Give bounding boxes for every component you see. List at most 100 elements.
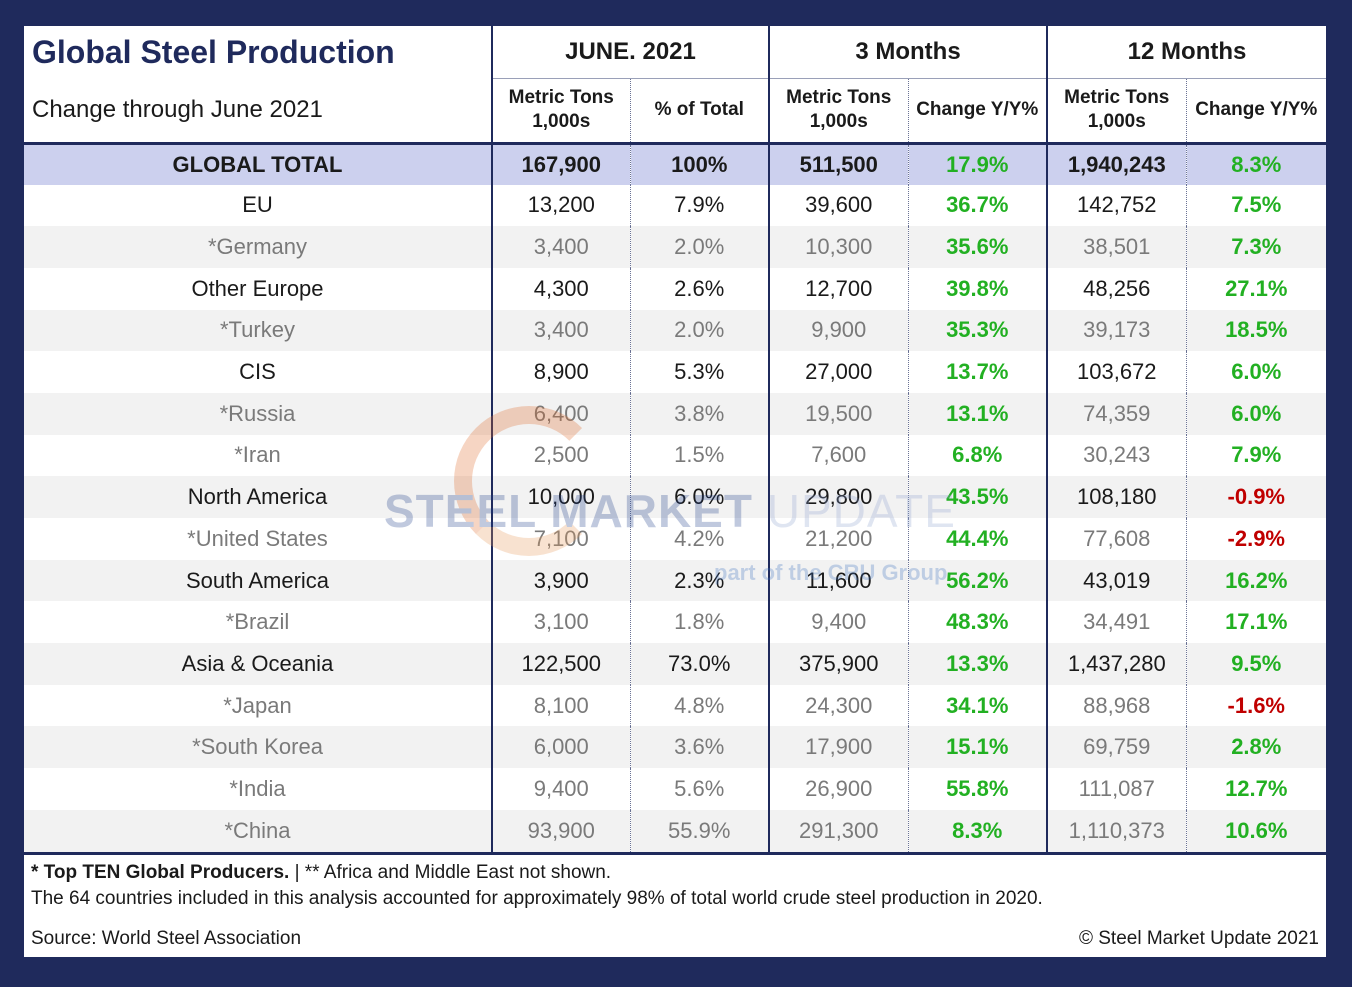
cell-3m-change: 35.6% bbox=[907, 226, 1048, 268]
cell-june-pct: 2.6% bbox=[629, 267, 769, 310]
cell-june-tons: 6,000 bbox=[491, 726, 630, 769]
cell-june-tons: 3,400 bbox=[491, 226, 630, 268]
cell-12m-change: 9.5% bbox=[1185, 643, 1327, 685]
col-header-june-pct: % of Total bbox=[629, 78, 769, 145]
cell-june-pct: 3.6% bbox=[629, 726, 769, 769]
cell-region-name: CIS bbox=[239, 359, 276, 385]
cell-region-name: *Iran bbox=[234, 442, 281, 468]
cell-region-name: *Russia bbox=[24, 392, 492, 435]
cell-june-pct: 4.8% bbox=[629, 684, 769, 727]
cell-3m-change: 55.8% bbox=[907, 768, 1048, 810]
cell-june-pct: 55.9% bbox=[629, 809, 769, 855]
cell-region-name: *Japan bbox=[223, 692, 292, 718]
cell-3m-change: 17.9% bbox=[907, 143, 1048, 185]
cell-region-name: Other Europe bbox=[191, 275, 324, 301]
cell-region-name: *China bbox=[24, 809, 492, 855]
cell-region-name: *United States bbox=[187, 525, 328, 551]
table-body: GLOBAL TOTAL 167,900 100% 511,500 17.9% 1,940… bbox=[24, 143, 1327, 855]
cell-12m-tons: 1,110,373 bbox=[1046, 809, 1187, 855]
cell-12m-change: 7.5% bbox=[1185, 184, 1327, 227]
cell-region-name: North America bbox=[24, 476, 492, 518]
table-row: *Russia 6,400 3.8% 19,500 13.1% 74,359 6.0% bbox=[24, 392, 1327, 435]
cell-june-pct: 5.6% bbox=[629, 768, 769, 810]
table-row: *United States 7,100 4.2% 21,200 44.4% 77,608… bbox=[24, 518, 1327, 560]
cell-3m-tons: 9,400 bbox=[768, 601, 908, 644]
cell-12m-tons: 88,968 bbox=[1046, 684, 1187, 727]
cell-3m-tons: 11,600 bbox=[768, 559, 908, 602]
cell-12m-tons: 103,672 bbox=[1046, 351, 1187, 393]
cell-june-pct: 3.8% bbox=[629, 392, 769, 435]
cell-3m-tons: 511,500 bbox=[768, 143, 908, 185]
cell-3m-change: 34.1% bbox=[907, 684, 1048, 727]
cell-june-tons: 93,900 bbox=[491, 809, 630, 855]
table-row: *South Korea 6,000 3.6% 17,900 15.1% 69,759 2.… bbox=[24, 726, 1327, 769]
cell-3m-change: 13.3% bbox=[907, 643, 1048, 685]
cell-12m-tons: 39,173 bbox=[1046, 309, 1187, 352]
cell-3m-tons: 10,300 bbox=[768, 226, 908, 268]
footnote-copyright: © Steel Market Update 2021 bbox=[1078, 928, 1319, 949]
cell-12m-tons: 142,752 bbox=[1046, 184, 1187, 227]
cell-12m-tons: 111,087 bbox=[1046, 768, 1187, 810]
cell-12m-tons: 69,759 bbox=[1046, 726, 1187, 769]
cell-region-name: Asia & Oceania bbox=[24, 643, 492, 685]
col-header-3m-change: Change Y/Y% bbox=[907, 78, 1048, 145]
cell-3m-change: 6.8% bbox=[907, 434, 1048, 477]
cell-3m-tons: 26,900 bbox=[768, 768, 908, 810]
table-row: *China 93,900 55.9% 291,300 8.3% 1,110,373 10.… bbox=[24, 809, 1327, 855]
group-header-12-months: 12 Months bbox=[1046, 26, 1327, 79]
cell-june-tons: 4,300 bbox=[491, 267, 630, 310]
cell-region-name: *South Korea bbox=[24, 726, 492, 769]
cell-12m-tons: 43,019 bbox=[1046, 559, 1187, 602]
cell-3m-tons: 29,800 bbox=[768, 476, 908, 518]
cell-june-pct: 100% bbox=[629, 143, 769, 185]
cell-3m-tons: 375,900 bbox=[768, 643, 908, 685]
col-header-12m-tons: Metric Tons 1,000s bbox=[1046, 78, 1187, 145]
cell-12m-tons: 1,940,243 bbox=[1046, 143, 1187, 185]
cell-region-name: EU bbox=[242, 192, 273, 218]
table-row: *Japan 8,100 4.8% 24,300 34.1% 88,968 -1.6% bbox=[24, 684, 1327, 727]
cell-3m-tons: 291,300 bbox=[768, 809, 908, 855]
cell-june-pct: 1.5% bbox=[629, 434, 769, 477]
cell-3m-tons: 7,600 bbox=[768, 434, 908, 477]
table-row: EU 13,200 7.9% 39,600 36.7% 142,752 7.5% bbox=[24, 184, 1327, 227]
cell-12m-change: 10.6% bbox=[1185, 809, 1327, 855]
cell-june-tons: 3,900 bbox=[491, 559, 630, 602]
cell-3m-tons: 21,200 bbox=[768, 518, 908, 560]
cell-june-pct: 7.9% bbox=[629, 184, 769, 227]
cell-3m-tons: 19,500 bbox=[768, 392, 908, 435]
cell-12m-tons: 1,437,280 bbox=[1046, 643, 1187, 685]
table-row: Asia & Oceania 122,500 73.0% 375,900 13.3% 1,… bbox=[24, 643, 1327, 685]
cell-june-tons: 3,400 bbox=[491, 309, 630, 352]
table-row: North America 10,000 6.0% 29,800 43.5% 108,18… bbox=[24, 476, 1327, 518]
cell-12m-tons: 48,256 bbox=[1046, 267, 1187, 310]
cell-june-tons: 167,900 bbox=[491, 143, 630, 185]
table-row: *Turkey 3,400 2.0% 9,900 35.3% 39,173 18.5% bbox=[24, 309, 1327, 352]
steel-production-table: Global Steel Production JUNE. 2021 3 Mon… bbox=[24, 26, 1327, 855]
cell-3m-change: 13.7% bbox=[907, 351, 1048, 393]
cell-june-tons: 8,100 bbox=[491, 684, 630, 727]
col-header-june-tons: Metric Tons 1,000s bbox=[491, 78, 630, 145]
cell-june-tons: 7,100 bbox=[491, 518, 630, 560]
cell-12m-tons: 30,243 bbox=[1046, 434, 1187, 477]
cell-12m-change: 12.7% bbox=[1185, 768, 1327, 810]
cell-3m-change: 13.1% bbox=[907, 392, 1048, 435]
cell-region-name: *Brazil bbox=[225, 609, 290, 635]
cell-3m-change: 44.4% bbox=[907, 518, 1048, 560]
cell-region-name: South America bbox=[24, 559, 492, 602]
cell-june-tons: 2,500 bbox=[491, 434, 630, 477]
cell-june-pct: 4.2% bbox=[629, 518, 769, 560]
cell-june-pct: 2.0% bbox=[629, 309, 769, 352]
cell-region-name: *India bbox=[229, 775, 286, 801]
cell-12m-change: 8.3% bbox=[1185, 143, 1327, 185]
cell-12m-change: 7.9% bbox=[1185, 434, 1327, 477]
cell-12m-change: 17.1% bbox=[1185, 601, 1327, 644]
cell-june-tons: 122,500 bbox=[491, 643, 630, 685]
cell-3m-change: 48.3% bbox=[907, 601, 1048, 644]
cell-region-name: *Germany bbox=[24, 226, 492, 268]
cell-june-tons: 3,100 bbox=[491, 601, 630, 644]
footnote-coverage: The 64 countries included in this analys… bbox=[31, 888, 1043, 909]
cell-12m-change: 6.0% bbox=[1185, 351, 1327, 393]
cell-12m-change: -0.9% bbox=[1185, 476, 1327, 518]
cell-12m-change: 6.0% bbox=[1185, 392, 1327, 435]
cell-12m-tons: 77,608 bbox=[1046, 518, 1187, 560]
